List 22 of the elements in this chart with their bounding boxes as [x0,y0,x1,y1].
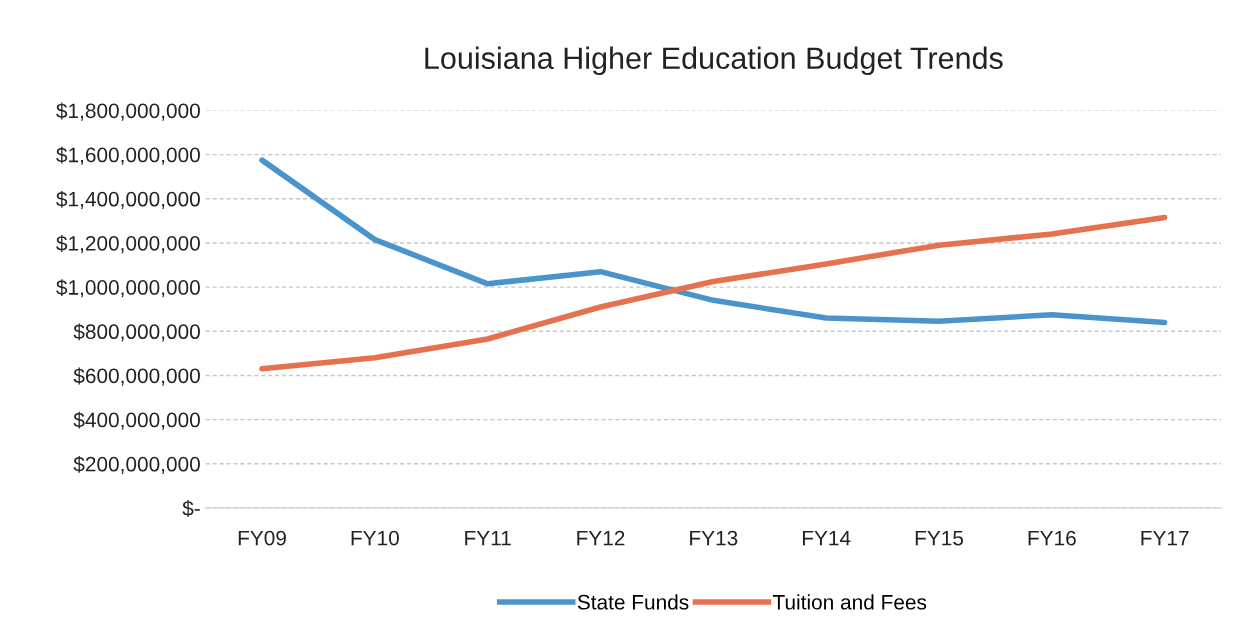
chart-title: Louisiana Higher Education Budget Trends [425,46,1003,76]
x-tick-label: FY09 [238,530,286,546]
x-tick-label: FY13 [690,530,738,546]
y-tick-label: $200,000,000 [73,455,200,474]
y-tick-label: $- [182,500,200,517]
y-tick-label: $600,000,000 [73,367,200,386]
y-tick-label: $1,400,000,000 [56,190,200,209]
x-tick-label: FY16 [1028,530,1076,546]
y-tick-label: $1,600,000,000 [56,146,200,165]
x-tick-label: FY14 [802,530,851,546]
y-tick-label: $1,000,000,000 [56,279,200,298]
y-tick-label: $400,000,000 [73,411,200,430]
x-tick-label: FY10 [351,530,399,546]
y-tick-label: $1,200,000,000 [56,235,200,254]
x-tick-label: FY11 [465,530,511,546]
x-tick-label: FY17 [1141,530,1189,546]
y-tick-label: $800,000,000 [73,323,200,342]
x-tick-label: FY15 [915,530,964,546]
x-tick-label: FY12 [577,530,625,546]
legend-label: State Funds [577,594,689,610]
legend-label: Tuition and Fees [772,594,927,610]
y-tick-label: $1,800,000,000 [56,102,200,121]
